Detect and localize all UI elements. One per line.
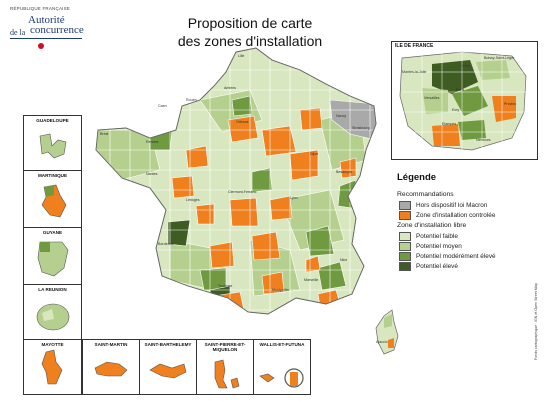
overseas-label: GUYANE	[42, 230, 63, 235]
inset-city-label: Etampes	[442, 122, 457, 126]
city-label: Strasbourg	[352, 126, 370, 130]
legend-item-eleve: Potentiel élevé	[399, 261, 537, 271]
legend-title: Légende	[397, 172, 437, 183]
legend-label: Potentiel moyen	[416, 242, 462, 250]
city-label: Orléans	[236, 120, 249, 124]
logo-line2: concurrence	[30, 24, 84, 36]
overseas-label: WALLIS-ET-FUTUNA	[259, 342, 305, 347]
overseas-label: LA REUNION	[38, 287, 67, 292]
legend-label: Potentiel élevé	[416, 262, 458, 270]
city-label: Besançon	[336, 170, 352, 174]
city-label: Ajaccio	[376, 340, 388, 344]
legend-swatch	[399, 261, 411, 271]
saint-martin-shape	[94, 361, 128, 377]
city-label: Marseille	[304, 278, 319, 282]
legend-zone-libre: Zone d'installation libre	[397, 222, 467, 229]
source-credit-text: Fonds cartographique : IGN et Open Stree…	[534, 283, 538, 360]
overseas-label: MAYOTTE	[41, 342, 64, 347]
overseas-label: SAINT-PIERRE-ET-MIQUELON	[204, 342, 246, 352]
city-label: Nancy	[336, 114, 347, 118]
inset-city-label: Evry	[452, 108, 460, 112]
overseas-mayotte: MAYOTTE	[23, 339, 82, 395]
overseas-label: SAINT-MARTIN	[94, 342, 128, 347]
legend-label: Zone d'installation controlée	[416, 211, 496, 219]
legend-swatch	[399, 241, 411, 251]
city-label: Amiens	[224, 86, 236, 90]
legend-swatch	[399, 251, 411, 261]
legend-item-faible: Potentiel faible	[399, 231, 537, 241]
inset-city-label: Provins	[504, 102, 516, 106]
saint-barthelemy-shape	[149, 363, 187, 379]
legend-label: Potentiel modérément élevé	[416, 252, 496, 260]
city-label: Montpellier	[272, 288, 290, 292]
city-label: Brest	[100, 132, 109, 136]
legend-item-moyen: Potentiel moyen	[399, 241, 537, 251]
overseas-label: SAINT-BARTHELEMY	[144, 342, 192, 347]
city-label: Toulouse	[218, 284, 233, 288]
overseas-label: MARTINIQUE	[37, 173, 68, 178]
legend-recommandations: Recommandations	[397, 191, 454, 198]
overseas-wallis-et-futuna: WALLIS-ET-FUTUNA	[253, 339, 311, 395]
logo-republic-text: RÉPUBLIQUE FRANÇAISE	[10, 6, 71, 11]
legend-item-controlee: Zone d'installation controlée	[399, 210, 537, 220]
inset-city-label: Creil	[462, 64, 470, 68]
inset-city-label: Versailles	[424, 96, 440, 100]
inset-city-label: Paris	[456, 88, 465, 92]
overseas-guadeloupe: GUADELOUPE	[23, 115, 82, 171]
martinique-shape	[41, 184, 67, 218]
inset-city-label: Nemours	[476, 138, 491, 142]
map-title: Proposition de carte des zones d'install…	[150, 14, 350, 50]
city-label: Nantes	[146, 172, 158, 176]
wallis-et-futuna-shape	[259, 368, 304, 388]
city-label: Caen	[158, 104, 167, 108]
legend-label: Potentiel faible	[416, 232, 458, 240]
city-label: Bordeaux	[158, 242, 174, 246]
map-title-line1: Proposition de carte	[187, 15, 313, 31]
legend-swatch	[399, 231, 411, 241]
la-reunion-shape	[36, 303, 70, 331]
legend-label: Hors dispositif loi Macron	[416, 201, 488, 209]
overseas-saint-pierre-et-miquelon: SAINT-PIERRE-ET-MIQUELON	[196, 339, 254, 395]
logo-emblem-icon	[38, 43, 44, 49]
city-label: Rennes	[146, 140, 159, 144]
logo-divider	[10, 38, 82, 39]
inset-city-label: Boissy-Saint-Léger	[484, 56, 515, 60]
overseas-guyane: GUYANE	[23, 227, 82, 285]
logo-line1: Autorité	[28, 14, 65, 26]
overseas-la-reunion: LA REUNION	[23, 284, 82, 340]
ile-de-france-inset: ILE DE FRANCE Mantes-la-Jolie Paris Evry…	[391, 41, 538, 160]
guadeloupe-shape	[39, 133, 67, 159]
inset-city-label: Mantes-la-Jolie	[402, 70, 427, 74]
map-legend: Légende Recommandations Hors dispositif …	[397, 172, 537, 271]
corsica	[375, 309, 399, 355]
overseas-saint-barthelemy: SAINT-BARTHELEMY	[139, 339, 197, 395]
legend-item-modere: Potentiel modérément élevé	[399, 251, 537, 261]
legend-item-macron: Hors dispositif loi Macron	[399, 200, 537, 210]
logo-line2-prefix: de la	[10, 28, 26, 37]
legend-swatch	[399, 210, 411, 220]
city-label: Limoges	[186, 198, 200, 202]
city-label: Clermont-Ferrand	[228, 190, 257, 194]
saint-pierre-et-miquelon-shape	[214, 359, 240, 389]
inset-title: ILE DE FRANCE	[395, 43, 434, 49]
overseas-label: GUADELOUPE	[36, 118, 69, 123]
legend-swatch	[399, 200, 411, 210]
city-label: Rouen	[186, 98, 197, 102]
guyane-shape	[37, 241, 69, 277]
city-label: Lyon	[290, 196, 298, 200]
map-title-line2: des zones d'installation	[177, 33, 323, 49]
source-credit: Fonds cartographique : IGN et Open Stree…	[534, 283, 540, 360]
france-mainland	[95, 47, 377, 315]
city-label: Dijon	[310, 152, 319, 156]
autorite-logo: RÉPUBLIQUE FRANÇAISE Autorité de la conc…	[6, 6, 96, 54]
city-label: Nice	[340, 258, 348, 262]
city-label: Lille	[238, 54, 245, 58]
mayotte-shape	[41, 349, 63, 385]
overseas-martinique: MARTINIQUE	[23, 170, 82, 228]
overseas-saint-martin: SAINT-MARTIN	[82, 339, 140, 395]
ile-de-france-map	[399, 51, 532, 152]
